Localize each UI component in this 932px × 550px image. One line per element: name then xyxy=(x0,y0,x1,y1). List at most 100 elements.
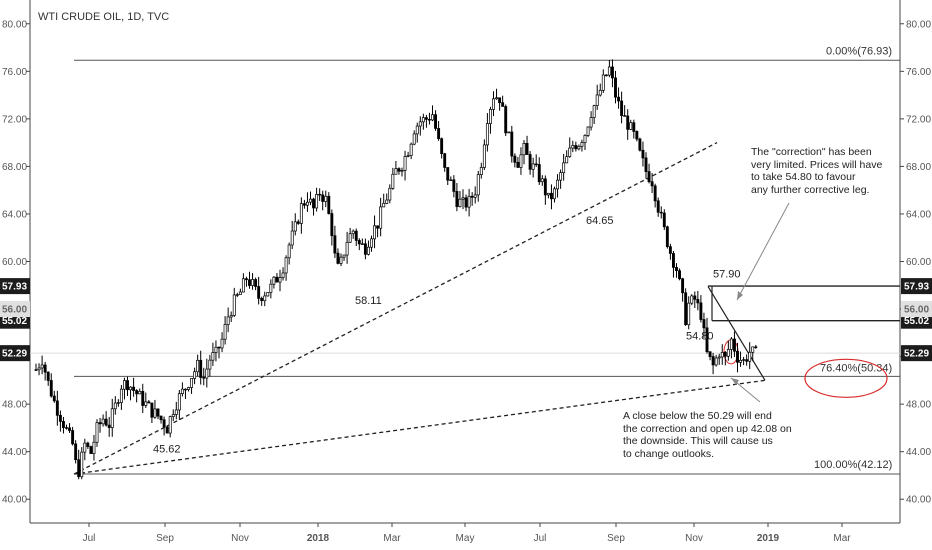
candle-body xyxy=(507,131,511,134)
candle-body xyxy=(68,427,71,431)
candle-body xyxy=(43,364,47,373)
candle-body xyxy=(144,401,148,406)
candle-body xyxy=(306,201,309,206)
y-tick-label-right: 40.00 xyxy=(906,495,931,506)
y-tick-label-left: 68.00 xyxy=(2,162,27,173)
candle-body xyxy=(464,197,468,208)
pivot-labels: 45.62 58.11 64.65 57.90 54.80 xyxy=(153,215,741,455)
trendlines xyxy=(73,142,790,475)
candle-body xyxy=(266,292,270,297)
candle-body xyxy=(434,114,438,129)
price-marker-box-left xyxy=(0,345,30,362)
falling-resistance-line xyxy=(707,286,766,381)
candle-body xyxy=(65,427,68,429)
candle-body xyxy=(473,194,477,198)
candle-body xyxy=(751,346,755,353)
candle-body xyxy=(467,195,471,208)
candle-body xyxy=(580,142,584,147)
candle-body xyxy=(543,178,547,196)
x-tick-label: Sep xyxy=(156,533,174,544)
candle-body xyxy=(312,198,316,209)
candle-body xyxy=(650,181,654,187)
pivot-label: 54.80 xyxy=(686,330,714,342)
candle-body xyxy=(119,388,123,403)
candle-body xyxy=(531,163,535,170)
candle-body xyxy=(586,126,590,136)
candle-body xyxy=(528,154,532,170)
candle-body xyxy=(98,422,102,425)
candle-body xyxy=(52,395,56,402)
candle-body xyxy=(739,359,743,363)
candle-body xyxy=(479,167,483,175)
y-tick-label-left: 48.00 xyxy=(2,400,27,411)
candle-body xyxy=(214,346,218,353)
candle-body xyxy=(623,115,627,117)
candle-body xyxy=(180,388,184,394)
fib-level-label: 100.00%(42.12) xyxy=(814,459,892,471)
candle-body xyxy=(315,193,319,209)
candle-body xyxy=(379,206,383,229)
candle-body xyxy=(726,349,730,357)
candle-body xyxy=(540,178,544,183)
candle-body xyxy=(687,302,691,326)
candle-body xyxy=(577,145,581,150)
candle-body xyxy=(717,356,721,359)
price-marker-label-right: 55.02 xyxy=(904,316,929,327)
candle-body xyxy=(720,352,724,358)
candle-body xyxy=(235,294,239,296)
candle-body xyxy=(348,233,352,243)
candle-body xyxy=(241,278,245,293)
candle-body xyxy=(659,211,663,214)
y-tick-label-left: 44.00 xyxy=(2,447,27,458)
x-tick-label: Mar xyxy=(833,533,851,544)
annotation-arrow-top xyxy=(736,202,790,301)
candle-body xyxy=(583,135,587,143)
fib-level-label: 76.40%(50.34) xyxy=(820,362,892,374)
candle-body xyxy=(193,371,197,379)
candle-body xyxy=(702,319,706,329)
candle-body xyxy=(327,195,331,214)
candle-body xyxy=(568,147,572,157)
y-tick-label-right: 72.00 xyxy=(906,114,931,125)
candle-body xyxy=(333,235,337,254)
candle-body xyxy=(665,226,669,248)
candle-body xyxy=(159,415,163,421)
pivot-label: 57.90 xyxy=(713,268,741,280)
candle-body xyxy=(607,66,611,76)
candle-body xyxy=(260,297,264,302)
price-marker-label-right: 56.00 xyxy=(904,305,929,316)
candle-body xyxy=(610,66,614,79)
y-tick-label-right: 68.00 xyxy=(906,162,931,173)
candle-body xyxy=(229,315,233,318)
candle-body xyxy=(162,419,166,428)
price-marker-box-right xyxy=(901,278,932,295)
arrow-head-bottom xyxy=(731,378,739,385)
pivot-label: 45.62 xyxy=(153,443,181,455)
candle-body xyxy=(248,279,251,286)
candle-body xyxy=(226,316,230,325)
candle-body xyxy=(46,371,50,381)
candle-body xyxy=(449,179,453,181)
annotation-correction-note: The "correction" has been very limited. … xyxy=(751,146,882,196)
candle-body xyxy=(553,188,556,200)
candle-body xyxy=(516,161,520,168)
candle-body xyxy=(388,187,392,201)
y-tick-label-right: 80.00 xyxy=(906,19,931,30)
candle-body xyxy=(549,192,553,200)
candle-body xyxy=(354,230,358,241)
candle-body xyxy=(565,156,569,164)
candle-body xyxy=(400,170,404,172)
y-tick-label-right: 76.00 xyxy=(906,67,931,78)
y-tick-label-left: 76.00 xyxy=(2,67,27,78)
candle-body xyxy=(278,277,282,283)
candle-body xyxy=(49,380,53,397)
candle-body xyxy=(684,292,688,326)
candle-body xyxy=(391,173,395,189)
candle-body xyxy=(269,283,273,293)
candle-body xyxy=(263,295,267,302)
candle-body xyxy=(89,446,93,454)
candle-body xyxy=(141,391,145,406)
candle-body xyxy=(522,143,526,156)
candle-body xyxy=(83,442,87,453)
